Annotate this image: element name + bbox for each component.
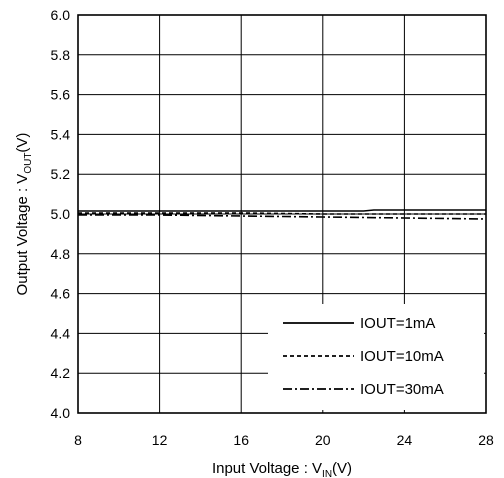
y-axis-label-main: Output Voltage : V xyxy=(14,174,31,296)
x-tick-label: 28 xyxy=(478,432,494,448)
x-tick-label: 16 xyxy=(233,432,249,448)
legend-box xyxy=(268,304,484,410)
y-tick-label: 5.6 xyxy=(51,87,71,103)
y-tick-label: 4.4 xyxy=(51,325,71,341)
y-tick-label: 6.0 xyxy=(51,7,71,23)
y-axis-label: Output Voltage : VOUT(V) xyxy=(14,133,34,296)
y-tick-label: 5.8 xyxy=(51,47,71,63)
y-axis-label-unit: (V) xyxy=(14,133,31,153)
x-axis-label: Input Voltage : VIN(V) xyxy=(212,460,352,478)
y-tick-labels: 4.0 4.2 4.4 4.6 4.8 5.0 5.2 5.4 5.6 5.8 6.0 xyxy=(51,7,71,421)
y-tick-label: 4.8 xyxy=(51,246,71,262)
series-line-3 xyxy=(78,214,487,220)
y-tick-label: 4.0 xyxy=(51,405,71,421)
x-tick-label: 8 xyxy=(74,432,82,448)
series-line-2 xyxy=(78,212,486,215)
legend-label-3: IOUT=30mA xyxy=(360,381,444,398)
series-lines xyxy=(78,209,487,220)
y-tick-label: 4.2 xyxy=(51,365,71,381)
x-tick-label: 24 xyxy=(397,432,413,448)
legend: IOUT=1mA IOUT=10mA IOUT=30mA xyxy=(268,304,484,410)
x-axis-label-main: Input Voltage : V xyxy=(212,460,322,477)
x-tick-labels: 8 12 16 20 24 28 xyxy=(74,432,494,448)
y-axis-label-sub: OUT xyxy=(23,153,34,174)
y-tick-label: 5.0 xyxy=(51,206,71,222)
x-axis-label-unit: (V) xyxy=(332,460,352,477)
x-tick-label: 20 xyxy=(315,432,331,448)
y-tick-label: 4.6 xyxy=(51,286,71,302)
legend-label-1: IOUT=1mA xyxy=(360,315,435,332)
legend-label-2: IOUT=10mA xyxy=(360,348,444,365)
x-axis-label-sub: IN xyxy=(322,469,332,478)
y-tick-label: 5.4 xyxy=(51,126,71,142)
y-tick-label: 5.2 xyxy=(51,166,71,182)
series-line-1 xyxy=(78,209,486,212)
x-tick-label: 12 xyxy=(152,432,168,448)
